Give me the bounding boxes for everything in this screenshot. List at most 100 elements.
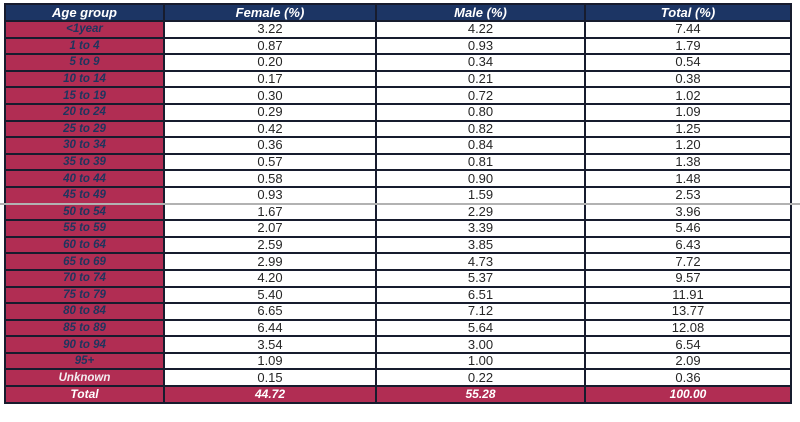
male-value-cell: 1.00 bbox=[375, 351, 586, 371]
age-group-cell: 10 to 14 bbox=[4, 69, 165, 89]
female-value-cell: 3.54 bbox=[163, 335, 377, 354]
male-value-cell: 1.59 bbox=[375, 185, 586, 205]
age-group-cell: 5 to 9 bbox=[4, 53, 165, 72]
table-row: 90 to 94 3.54 3.00 6.54 bbox=[4, 335, 792, 354]
total-value-cell: 5.46 bbox=[584, 219, 792, 238]
female-value-cell: 2.99 bbox=[163, 252, 377, 271]
male-value-cell: 7.12 bbox=[375, 302, 586, 321]
female-value-cell: 2.59 bbox=[163, 235, 377, 255]
age-group-cell: 50 to 54 bbox=[4, 202, 165, 222]
screenshot-seam-line bbox=[0, 202, 800, 205]
table-row: 1 to 4 0.87 0.93 1.79 bbox=[4, 36, 792, 56]
age-group-cell: 1 to 4 bbox=[4, 36, 165, 56]
female-value-cell: 0.58 bbox=[163, 169, 377, 188]
male-value-cell: 2.29 bbox=[375, 202, 586, 222]
total-value-cell: 1.25 bbox=[584, 119, 792, 139]
male-value-cell: 0.84 bbox=[375, 136, 586, 155]
male-value-cell: 0.90 bbox=[375, 169, 586, 188]
male-value-cell: 5.37 bbox=[375, 268, 586, 288]
age-group-cell: 35 to 39 bbox=[4, 152, 165, 172]
male-value-cell: 0.81 bbox=[375, 152, 586, 172]
table-row: 15 to 19 0.30 0.72 1.02 bbox=[4, 86, 792, 105]
table-row: 70 to 74 4.20 5.37 9.57 bbox=[4, 268, 792, 288]
female-value-cell: 0.30 bbox=[163, 86, 377, 105]
age-group-cell: 80 to 84 bbox=[4, 302, 165, 321]
age-group-cell: 90 to 94 bbox=[4, 335, 165, 354]
male-value-cell: 5.64 bbox=[375, 318, 586, 338]
table-row: 85 to 89 6.44 5.64 12.08 bbox=[4, 318, 792, 338]
table-row: 45 to 49 0.93 1.59 2.53 bbox=[4, 185, 792, 205]
female-value-cell: 5.40 bbox=[163, 285, 377, 305]
male-value-cell: 0.82 bbox=[375, 119, 586, 139]
table-row: 5 to 9 0.20 0.34 0.54 bbox=[4, 53, 792, 72]
table-canvas: Age group Female (%) Male (%) Total (%) … bbox=[4, 3, 792, 405]
total-value-cell: 13.77 bbox=[584, 302, 792, 321]
male-value-cell: 3.39 bbox=[375, 219, 586, 238]
age-group-cell: 15 to 19 bbox=[4, 86, 165, 105]
total-value-cell: 1.09 bbox=[584, 102, 792, 122]
age-group-cell: 55 to 59 bbox=[4, 219, 165, 238]
total-value-cell: 0.38 bbox=[584, 69, 792, 89]
age-group-cell: 60 to 64 bbox=[4, 235, 165, 255]
table-row: 60 to 64 2.59 3.85 6.43 bbox=[4, 235, 792, 255]
female-value-cell: 0.87 bbox=[163, 36, 377, 56]
age-group-cell: 70 to 74 bbox=[4, 268, 165, 288]
age-group-cell: 95+ bbox=[4, 351, 165, 371]
total-value-cell: 6.54 bbox=[584, 335, 792, 354]
table-row: 35 to 39 0.57 0.81 1.38 bbox=[4, 152, 792, 172]
female-value-cell: 0.15 bbox=[163, 368, 377, 388]
total-row-label: Total bbox=[4, 385, 165, 405]
age-group-cell: <1year bbox=[4, 20, 165, 39]
age-group-cell: 40 to 44 bbox=[4, 169, 165, 188]
total-value-cell: 0.36 bbox=[584, 368, 792, 388]
table-row: 55 to 59 2.07 3.39 5.46 bbox=[4, 219, 792, 238]
age-group-cell: 85 to 89 bbox=[4, 318, 165, 338]
female-value-cell: 4.20 bbox=[163, 268, 377, 288]
female-value-cell: 1.09 bbox=[163, 351, 377, 371]
total-row: Total 44.72 55.28 100.00 bbox=[4, 385, 792, 405]
total-value-cell: 6.43 bbox=[584, 235, 792, 255]
table-row: 80 to 84 6.65 7.12 13.77 bbox=[4, 302, 792, 321]
table-row: 30 to 34 0.36 0.84 1.20 bbox=[4, 136, 792, 155]
male-value-cell: 0.72 bbox=[375, 86, 586, 105]
column-header-female: Female (%) bbox=[163, 3, 377, 22]
male-value-cell: 0.93 bbox=[375, 36, 586, 56]
table-row: 20 to 24 0.29 0.80 1.09 bbox=[4, 102, 792, 122]
total-value-cell: 7.44 bbox=[584, 20, 792, 39]
female-value-cell: 6.65 bbox=[163, 302, 377, 321]
female-value-cell: 0.29 bbox=[163, 102, 377, 122]
age-group-cell: Unknown bbox=[4, 368, 165, 388]
total-value-cell: 1.20 bbox=[584, 136, 792, 155]
male-value-cell: 3.00 bbox=[375, 335, 586, 354]
table-row: 50 to 54 1.67 2.29 3.96 bbox=[4, 202, 792, 222]
total-value-cell: 1.02 bbox=[584, 86, 792, 105]
total-value-cell: 1.48 bbox=[584, 169, 792, 188]
total-value-cell: 1.38 bbox=[584, 152, 792, 172]
age-group-cell: 20 to 24 bbox=[4, 102, 165, 122]
age-group-cell: 45 to 49 bbox=[4, 185, 165, 205]
total-male-value: 55.28 bbox=[375, 385, 586, 405]
total-value-cell: 2.53 bbox=[584, 185, 792, 205]
age-distribution-table: Age group Female (%) Male (%) Total (%) … bbox=[4, 3, 792, 405]
female-value-cell: 0.36 bbox=[163, 136, 377, 155]
female-value-cell: 2.07 bbox=[163, 219, 377, 238]
male-value-cell: 0.80 bbox=[375, 102, 586, 122]
female-value-cell: 0.20 bbox=[163, 53, 377, 72]
total-value-cell: 11.91 bbox=[584, 285, 792, 305]
total-value-cell: 2.09 bbox=[584, 351, 792, 371]
male-value-cell: 0.34 bbox=[375, 53, 586, 72]
male-value-cell: 3.85 bbox=[375, 235, 586, 255]
table-row: 95+ 1.09 1.00 2.09 bbox=[4, 351, 792, 371]
table-row: Unknown 0.15 0.22 0.36 bbox=[4, 368, 792, 388]
age-group-cell: 75 to 79 bbox=[4, 285, 165, 305]
total-value-cell: 9.57 bbox=[584, 268, 792, 288]
table-row: <1year 3.22 4.22 7.44 bbox=[4, 20, 792, 39]
total-value-cell: 7.72 bbox=[584, 252, 792, 271]
total-value-cell: 0.54 bbox=[584, 53, 792, 72]
male-value-cell: 4.22 bbox=[375, 20, 586, 39]
male-value-cell: 0.21 bbox=[375, 69, 586, 89]
table-row: 65 to 69 2.99 4.73 7.72 bbox=[4, 252, 792, 271]
male-value-cell: 6.51 bbox=[375, 285, 586, 305]
male-value-cell: 4.73 bbox=[375, 252, 586, 271]
male-value-cell: 0.22 bbox=[375, 368, 586, 388]
